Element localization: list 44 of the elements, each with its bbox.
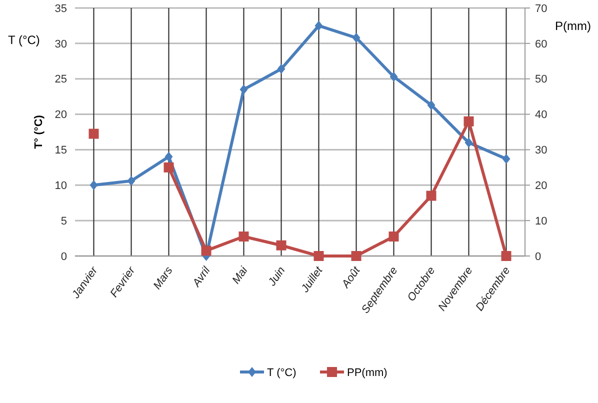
y2-tick-label: 20 bbox=[535, 180, 548, 192]
y-tick-label: 10 bbox=[54, 180, 67, 192]
point bbox=[277, 64, 286, 74]
y-tick-label: 0 bbox=[60, 250, 67, 263]
point bbox=[314, 251, 324, 261]
point bbox=[90, 180, 98, 190]
y-tick-label: 5 bbox=[60, 215, 67, 228]
y2-tick-label: 0 bbox=[535, 250, 542, 263]
x-tick-label: Juin bbox=[266, 264, 288, 290]
y2-tick-label: 60 bbox=[535, 38, 548, 50]
point bbox=[88, 128, 99, 139]
point bbox=[314, 20, 323, 31]
point bbox=[464, 138, 473, 148]
point bbox=[388, 232, 399, 242]
point bbox=[502, 154, 510, 164]
point bbox=[501, 251, 512, 261]
legend-label: T (°C) bbox=[267, 366, 296, 379]
point bbox=[427, 100, 436, 110]
y2-tick-label: 70 bbox=[535, 2, 548, 15]
y-tick-label: 35 bbox=[54, 2, 67, 15]
point bbox=[240, 84, 248, 94]
point bbox=[127, 176, 136, 186]
point bbox=[351, 251, 362, 261]
y2-tick-label: 40 bbox=[535, 109, 548, 122]
point bbox=[464, 116, 474, 126]
y2-tick-label: 50 bbox=[535, 74, 548, 86]
point bbox=[390, 72, 398, 82]
y-tick-label: 15 bbox=[54, 144, 67, 157]
y2-axis-title: P(mm) bbox=[555, 19, 591, 33]
point bbox=[276, 240, 286, 250]
y-axis-title: T° (°C) bbox=[33, 114, 45, 149]
y-tick-label: 20 bbox=[54, 109, 67, 122]
point bbox=[426, 190, 436, 201]
y-tick-label: 25 bbox=[54, 74, 67, 86]
y2-tick-label: 10 bbox=[535, 215, 548, 228]
point bbox=[201, 246, 212, 256]
legend-label: PP(mm) bbox=[347, 366, 388, 379]
text: T (°C) bbox=[8, 33, 40, 47]
point bbox=[352, 32, 360, 43]
point bbox=[164, 162, 174, 172]
y-tick-label: 30 bbox=[54, 38, 67, 50]
y2-tick-label: 30 bbox=[535, 144, 548, 157]
point bbox=[238, 232, 249, 242]
point bbox=[164, 152, 173, 162]
